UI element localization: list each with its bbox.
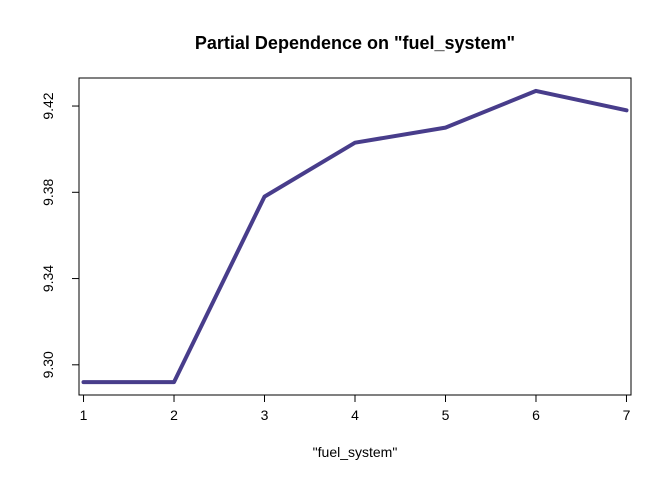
series-line: [81, 88, 629, 385]
x-tick-label: 1: [80, 407, 88, 423]
y-tick-label: 9.42: [40, 92, 56, 119]
plot-frame: [78, 77, 632, 396]
x-tick-label: 3: [261, 407, 269, 423]
y-tick-label: 9.38: [40, 178, 56, 205]
y-tick-label: 9.30: [40, 351, 56, 378]
x-tick-label: 2: [170, 407, 178, 423]
x-axis: 1 2 3 4 5 6 7: [80, 394, 631, 423]
y-axis: 9.30 9.34 9.38 9.42: [40, 92, 80, 378]
x-tick-label: 6: [532, 407, 540, 423]
x-tick-label: 7: [623, 407, 631, 423]
x-tick-label: 4: [351, 407, 359, 423]
x-axis-label: "fuel_system": [313, 444, 398, 460]
chart-title: Partial Dependence on "fuel_system": [195, 33, 515, 53]
x-tick-label: 5: [442, 407, 450, 423]
y-tick-label: 9.34: [40, 265, 56, 292]
